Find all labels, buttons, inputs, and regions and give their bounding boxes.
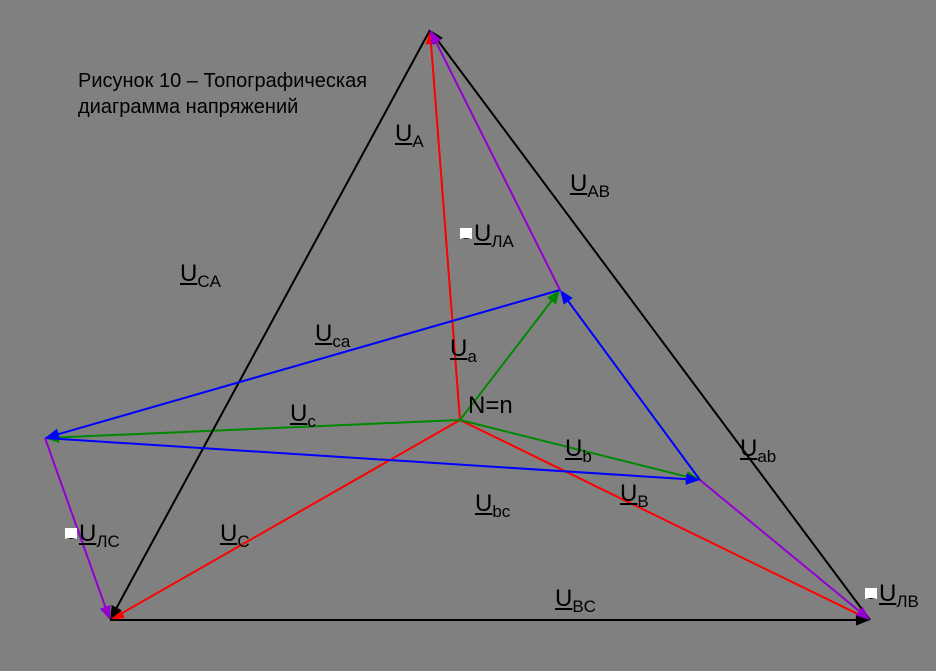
label-ULC: UЛС xyxy=(65,520,120,552)
label-Ub: Ub xyxy=(565,435,592,467)
label-Uab: Uab xyxy=(740,435,776,467)
label-UCA: UCA xyxy=(180,260,221,292)
arrowhead-Uab xyxy=(560,290,573,305)
figure-caption: Рисунок 10 – Топографическая диаграмма н… xyxy=(78,68,367,120)
vector-UC xyxy=(117,420,460,616)
label-UC: UC xyxy=(220,520,250,552)
label-ULA: UЛА xyxy=(460,220,514,252)
caption-line-1: Рисунок 10 – Топографическая xyxy=(78,68,367,94)
label-UA: UA xyxy=(395,120,424,152)
label-UB: UB xyxy=(620,480,649,512)
label-UAB: UAB xyxy=(570,170,610,202)
vector-ULA xyxy=(434,38,560,290)
label-ULB: UЛВ xyxy=(865,580,919,612)
neutral-point-label: N=n xyxy=(468,392,513,420)
arrowhead-ULC xyxy=(100,605,111,620)
caption-line-2: диаграмма напряжений xyxy=(78,94,367,120)
arrowhead-Uca xyxy=(45,429,60,440)
label-Uc: Uc xyxy=(290,400,316,432)
vector-UB xyxy=(460,420,862,616)
label-Ubc: Ubc xyxy=(475,490,510,522)
label-UBC: UBC xyxy=(555,585,596,617)
vector-Uc xyxy=(53,420,460,438)
label-Uca: Uca xyxy=(315,320,350,352)
label-Ua: Ua xyxy=(450,335,477,367)
vector-UAB xyxy=(435,37,870,620)
